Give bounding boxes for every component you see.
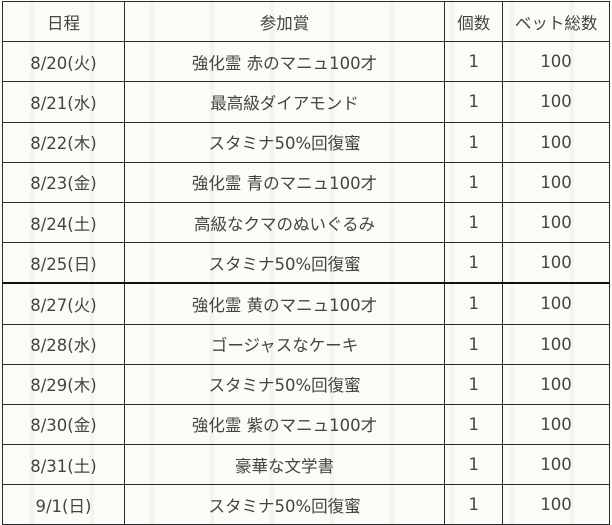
bet-total-cell: 100 — [502, 323, 610, 365]
bet-total-cell: 100 — [502, 201, 610, 244]
date-cell: 8/22(木) — [2, 121, 125, 163]
count-cell: 1 — [444, 282, 504, 325]
header-bet-total: ベット総数 — [502, 0, 610, 43]
bet-total-cell: 100 — [502, 242, 610, 284]
date-cell: 8/31(土) — [2, 444, 125, 486]
prize-cell: 強化霊 青のマニュ100才 — [123, 161, 446, 203]
table-row: 8/28(水) ゴージャスなケーキ 1 100 — [2, 323, 610, 365]
date-cell: 8/21(水) — [2, 81, 125, 123]
table-row: 8/23(金) 強化霊 青のマニュ100才 1 100 — [2, 161, 610, 203]
prize-cell: 豪華な文学書 — [123, 444, 446, 486]
table-row: 8/24(土) 高級なクマのぬいぐるみ 1 100 — [2, 201, 610, 244]
bet-total-cell: 100 — [502, 363, 610, 405]
bet-total-cell: 100 — [502, 121, 610, 163]
count-cell: 1 — [444, 484, 504, 525]
count-cell: 1 — [444, 161, 504, 203]
date-cell: 8/29(木) — [2, 363, 125, 405]
count-cell: 1 — [444, 403, 504, 446]
bet-total-cell: 100 — [502, 484, 610, 525]
count-cell: 1 — [444, 323, 504, 365]
header-prize: 参加賞 — [123, 0, 446, 43]
prize-cell: 強化霊 赤のマニュ100才 — [123, 41, 446, 83]
header-date: 日程 — [2, 0, 125, 43]
date-cell: 8/28(水) — [2, 323, 125, 365]
count-cell: 1 — [444, 41, 504, 83]
prize-cell: 高級なクマのぬいぐるみ — [123, 201, 446, 244]
prize-cell: ゴージャスなケーキ — [123, 323, 446, 365]
table-row: 8/30(金) 強化霊 紫のマニュ100才 1 100 — [2, 403, 610, 446]
table-row: 8/27(火) 強化霊 黄のマニュ100才 1 100 — [2, 282, 610, 325]
count-cell: 1 — [444, 201, 504, 244]
prize-cell: 最高級ダイアモンド — [123, 81, 446, 123]
date-cell: 8/23(金) — [2, 161, 125, 203]
bet-total-cell: 100 — [502, 282, 610, 325]
count-cell: 1 — [444, 242, 504, 284]
header-row: 日程 参加賞 個数 ベット総数 — [2, 0, 610, 43]
prize-cell: スタミナ50%回復蜜 — [123, 242, 446, 284]
table-row: 8/20(火) 強化霊 赤のマニュ100才 1 100 — [2, 41, 610, 83]
date-cell: 8/20(火) — [2, 41, 125, 83]
count-cell: 1 — [444, 363, 504, 405]
date-cell: 8/27(火) — [2, 282, 125, 325]
bet-total-cell: 100 — [502, 81, 610, 123]
table-row: 8/29(木) スタミナ50%回復蜜 1 100 — [2, 363, 610, 405]
table-row: 8/31(土) 豪華な文学書 1 100 — [2, 444, 610, 486]
table-row: 8/21(水) 最高級ダイアモンド 1 100 — [2, 81, 610, 123]
date-cell: 8/25(日) — [2, 242, 125, 284]
bet-total-cell: 100 — [502, 161, 610, 203]
table-row: 8/22(木) スタミナ50%回復蜜 1 100 — [2, 121, 610, 163]
bet-total-cell: 100 — [502, 41, 610, 83]
bet-total-cell: 100 — [502, 444, 610, 486]
date-cell: 8/24(土) — [2, 201, 125, 244]
bet-total-cell: 100 — [502, 403, 610, 446]
date-cell: 8/30(金) — [2, 403, 125, 446]
count-cell: 1 — [444, 121, 504, 163]
prize-cell: スタミナ50%回復蜜 — [123, 121, 446, 163]
table-row: 8/25(日) スタミナ50%回復蜜 1 100 — [2, 242, 610, 284]
count-cell: 1 — [444, 81, 504, 123]
prize-cell: スタミナ50%回復蜜 — [123, 363, 446, 405]
table-row: 9/1(日) スタミナ50%回復蜜 1 100 — [2, 484, 610, 525]
count-cell: 1 — [444, 444, 504, 486]
date-cell: 9/1(日) — [2, 484, 125, 525]
prize-cell: 強化霊 紫のマニュ100才 — [123, 403, 446, 446]
prize-cell: 強化霊 黄のマニュ100才 — [123, 282, 446, 325]
header-count: 個数 — [444, 0, 504, 43]
prize-cell: スタミナ50%回復蜜 — [123, 484, 446, 525]
